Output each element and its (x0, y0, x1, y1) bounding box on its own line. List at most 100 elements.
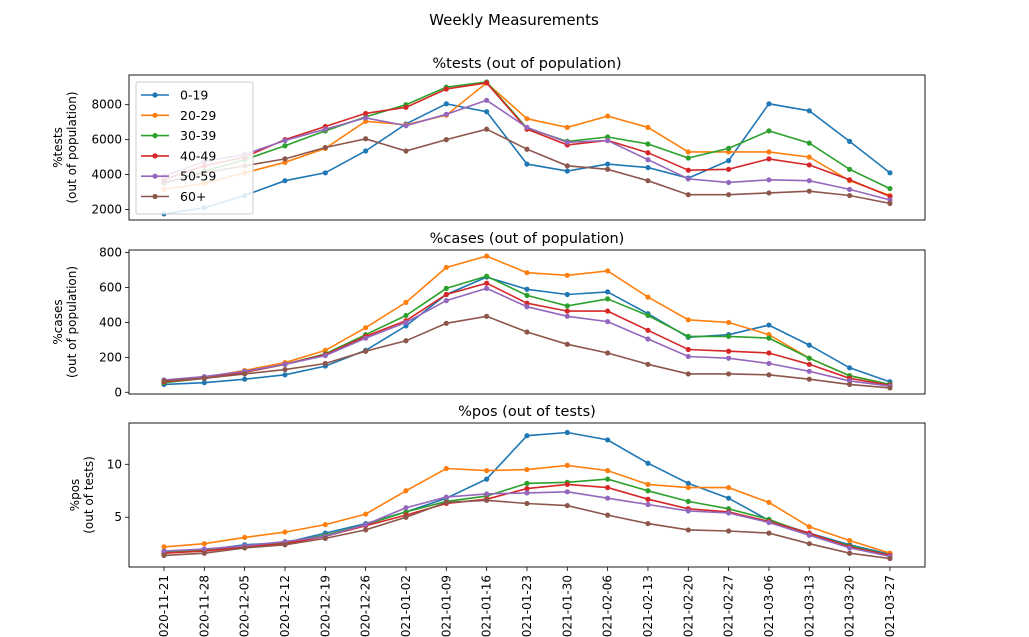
data-point (564, 341, 570, 347)
data-point (645, 150, 651, 156)
legend-label: 20-29 (180, 108, 216, 123)
data-point (847, 186, 853, 193)
legend-marker (152, 133, 158, 139)
x-tick-label: 2021-02-20 (681, 575, 695, 637)
subplot-title: %tests (out of population) (432, 56, 621, 72)
data-point (443, 101, 449, 107)
y-axis-label-line: %tests (51, 127, 65, 168)
data-point (806, 532, 812, 538)
data-point (766, 335, 772, 341)
data-point (524, 466, 530, 473)
data-point (363, 335, 369, 341)
data-point (645, 312, 651, 319)
subplot-2: %cases (out of population)%cases(out of … (51, 231, 926, 399)
data-point (524, 480, 530, 486)
data-point (605, 289, 611, 295)
data-point (806, 108, 812, 114)
data-point (322, 535, 328, 542)
data-point (282, 372, 288, 378)
data-point (645, 496, 651, 502)
data-point (201, 546, 207, 552)
data-point (564, 291, 570, 298)
data-point (524, 161, 530, 167)
data-point (403, 488, 409, 494)
data-point (443, 320, 449, 326)
data-point (484, 80, 490, 86)
data-point (806, 342, 812, 348)
data-point (806, 140, 812, 146)
data-point (443, 494, 449, 500)
data-point (524, 124, 530, 131)
data-point (887, 185, 893, 192)
y-tick-label: 5 (114, 510, 122, 524)
y-tick-label: 2000 (91, 203, 122, 217)
data-point (564, 429, 570, 436)
data-point (484, 280, 490, 286)
data-point (847, 192, 853, 199)
data-point (645, 361, 651, 367)
data-point (484, 313, 490, 319)
x-tick-label: 2021-03-13 (802, 575, 816, 637)
data-point (363, 511, 369, 517)
data-point (726, 319, 732, 326)
data-point (726, 510, 732, 516)
data-point (726, 145, 732, 151)
data-point (685, 498, 691, 504)
data-point (605, 484, 611, 491)
data-point (685, 167, 691, 173)
axes-frame (128, 249, 926, 395)
data-point (201, 380, 207, 386)
data-point (282, 156, 288, 162)
data-point (726, 348, 732, 354)
data-point (484, 97, 490, 103)
data-point (726, 495, 732, 501)
data-point (564, 124, 570, 131)
data-point (726, 371, 732, 377)
data-point (403, 312, 409, 319)
data-point (605, 318, 611, 325)
data-point (484, 497, 490, 503)
data-point (847, 138, 853, 144)
data-point (645, 336, 651, 342)
x-tick-label: 2021-02-13 (641, 575, 655, 637)
x-tick-label: 2021-01-30 (560, 575, 574, 637)
data-point (524, 146, 530, 152)
data-point (484, 126, 490, 132)
data-point (685, 484, 691, 491)
data-point (564, 163, 570, 169)
series-line-30-39 (163, 81, 891, 190)
x-tick-label: 2021-01-09 (439, 575, 453, 637)
subplot-3: %pos (out of tests)%pos(out of tests) 510 (68, 404, 926, 568)
data-point (443, 137, 449, 143)
data-point (484, 476, 490, 482)
x-tick-label: 2020-12-19 (318, 575, 332, 637)
y-axis-label-line: (out of population) (65, 266, 79, 378)
data-point (887, 200, 893, 207)
legend-marker (152, 193, 158, 200)
data-point (645, 294, 651, 300)
data-point (605, 495, 611, 501)
data-point (282, 361, 288, 367)
data-point (322, 126, 328, 132)
data-point (645, 164, 651, 171)
x-tick-label: 2020-12-26 (359, 575, 373, 637)
data-point (766, 149, 772, 155)
data-point (322, 522, 328, 528)
legend-marker (152, 153, 158, 159)
data-point (605, 296, 611, 302)
data-point (363, 115, 369, 121)
data-point (645, 488, 651, 494)
figure-suptitle: Weekly Measurements (429, 11, 599, 29)
y-axis-label-line: %cases (51, 299, 65, 344)
data-point (726, 192, 732, 198)
y-tick-label: 800 (99, 246, 122, 260)
data-point (605, 161, 611, 167)
data-point (766, 360, 772, 367)
data-point (806, 376, 812, 382)
data-point (242, 545, 248, 551)
legend-label: 60+ (180, 189, 206, 204)
y-axis-label-line: (out of tests) (82, 456, 96, 534)
subplots: %tests (out of population) %tests (out of … (51, 56, 926, 637)
data-point (524, 286, 530, 292)
